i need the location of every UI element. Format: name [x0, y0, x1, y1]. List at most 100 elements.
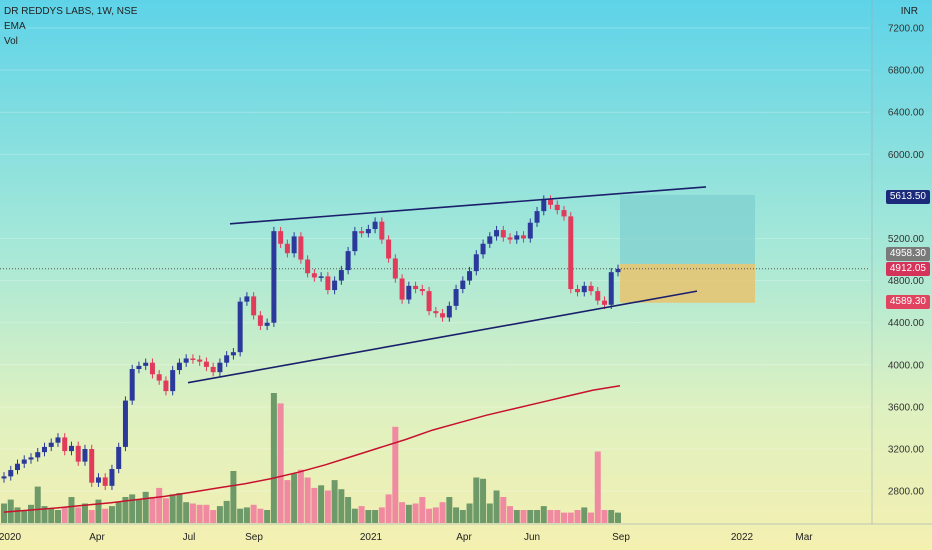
candle: [480, 243, 486, 255]
volume-bar: [534, 510, 541, 523]
candle: [413, 285, 419, 290]
y-tick-label: 3200.00: [888, 445, 925, 456]
y-tick-label: 3600.00: [888, 402, 925, 413]
candle: [467, 271, 473, 281]
candle: [500, 230, 506, 238]
candle: [251, 296, 257, 316]
candle: [473, 254, 479, 272]
volume-bar: [486, 503, 493, 523]
candle: [143, 362, 149, 366]
volume-bar: [142, 491, 149, 523]
candle: [548, 199, 554, 205]
candle: [122, 400, 128, 447]
volume-bar: [169, 494, 176, 523]
y-tick-label: 4000.00: [888, 360, 925, 371]
candle: [568, 216, 574, 290]
candle: [561, 210, 567, 217]
stop-price-tag: 4589.30: [885, 295, 930, 309]
entry-price-tag: 4958.30: [885, 247, 930, 261]
volume-bar: [358, 506, 365, 523]
candle: [527, 222, 533, 239]
volume-bar: [264, 510, 271, 523]
candle: [14, 463, 20, 471]
candle: [203, 361, 209, 367]
candle: [75, 445, 81, 462]
candle: [325, 276, 331, 291]
candle: [82, 449, 88, 462]
target-zone: [620, 194, 755, 264]
candle: [55, 437, 61, 443]
volume-bar: [176, 493, 183, 523]
candle: [575, 289, 581, 293]
volume-bar: [203, 504, 210, 523]
volume-bar: [405, 504, 412, 523]
candle: [588, 285, 594, 292]
x-tick-label: Apr: [456, 532, 472, 543]
candle: [386, 239, 392, 259]
volume-indicator-label[interactable]: Vol: [4, 36, 18, 47]
volume-bar: [412, 503, 419, 523]
y-tick-label: 6000.00: [888, 150, 925, 161]
volume-bar: [21, 510, 28, 523]
candle: [264, 322, 270, 326]
volume-bar: [466, 503, 473, 523]
volume-bar: [507, 506, 514, 523]
candle: [1, 476, 7, 479]
candle: [419, 289, 425, 292]
volume-bar: [439, 502, 446, 523]
volume-bar: [270, 393, 277, 523]
volume-bar: [250, 504, 257, 523]
symbol-title[interactable]: DR REDDYS LABS, 1W, NSE: [4, 6, 138, 17]
candle: [305, 259, 311, 274]
x-tick-label: Apr: [89, 532, 105, 543]
volume-bar: [162, 498, 169, 523]
candle: [332, 280, 338, 291]
stop-zone: [620, 263, 755, 303]
candle: [95, 477, 101, 483]
volume-bar: [588, 512, 595, 523]
volume-bar: [345, 497, 352, 523]
x-tick-label: Jul: [183, 532, 196, 543]
volume-bar: [338, 489, 345, 523]
candle: [345, 251, 351, 271]
volume-bar: [311, 487, 318, 523]
y-tick-label: 7200.00: [888, 24, 925, 35]
volume-bar: [365, 510, 372, 523]
volume-bar: [284, 480, 291, 523]
volume-bar: [547, 510, 554, 523]
candle: [440, 313, 446, 318]
volume-bar: [453, 507, 460, 523]
candle: [291, 236, 297, 254]
volume-bar: [223, 500, 230, 523]
volume-bar: [102, 508, 109, 523]
candle: [224, 355, 230, 363]
candle: [190, 358, 196, 360]
volume-bar: [75, 507, 82, 523]
volume-bar: [257, 508, 264, 523]
candle: [163, 380, 169, 392]
volume-bar: [189, 503, 196, 523]
candle: [8, 470, 14, 477]
candle: [217, 362, 223, 373]
ema-indicator-label[interactable]: EMA: [4, 21, 26, 32]
volume-bar: [399, 502, 406, 523]
volume-bar: [608, 510, 615, 523]
trendline: [229, 186, 707, 225]
candle: [41, 446, 47, 453]
candle: [284, 243, 290, 254]
candle: [210, 366, 216, 373]
candle: [197, 359, 203, 362]
volume-bar: [594, 451, 601, 523]
x-tick-label: Jun: [524, 532, 540, 543]
current-price-tag: 4912.05: [885, 262, 930, 276]
volume-bar: [567, 512, 574, 523]
x-tick-label: 2021: [360, 532, 383, 543]
candle: [237, 301, 243, 353]
y-tick-label: 4800.00: [888, 276, 925, 287]
candle: [136, 365, 142, 370]
candle: [359, 231, 365, 234]
volume-bar: [291, 473, 298, 523]
candle: [399, 278, 405, 300]
